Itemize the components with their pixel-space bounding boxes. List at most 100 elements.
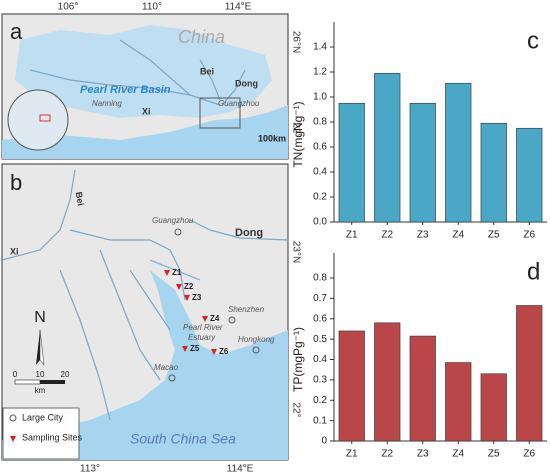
- scale-bar: [14, 379, 41, 385]
- y-tick-label: 0.1: [313, 415, 327, 426]
- bar: [338, 102, 365, 223]
- scale-tick: 10: [36, 370, 45, 379]
- y-tick-label: 1.4: [313, 42, 327, 53]
- y-tick-label: 0.8: [313, 117, 327, 128]
- city-label: Guangzhou: [218, 99, 260, 108]
- x-tick-label: Z6: [523, 449, 535, 460]
- city-marker: [252, 346, 260, 354]
- bar: [374, 72, 401, 223]
- y-tick-label: 0.6: [313, 142, 327, 153]
- bar: [445, 82, 472, 223]
- x-tick-label: Z6: [523, 230, 535, 241]
- globe-box: [39, 114, 51, 122]
- basin: [15, 25, 272, 118]
- site-label: Z3: [192, 293, 202, 302]
- lat-label: 22°: [290, 402, 301, 417]
- y-tick-label: 0.4: [313, 354, 327, 365]
- rivers: [29, 39, 246, 106]
- site-label: Z6: [219, 347, 229, 356]
- basin-label: Pearl River Basin: [80, 84, 171, 96]
- bar: [374, 322, 401, 442]
- panel-label: c: [527, 27, 539, 54]
- region: China: [178, 27, 225, 47]
- river-label: Bei: [74, 191, 86, 207]
- site-label: Z2: [184, 282, 194, 291]
- north-label: N: [34, 309, 46, 326]
- site-markers: [164, 270, 217, 355]
- x-tick-label: Z5: [488, 449, 500, 460]
- city-label: Hongkong: [238, 335, 275, 344]
- scale-unit: km: [35, 386, 46, 395]
- north-arrow: [39, 329, 45, 366]
- river-label: Xi: [10, 246, 19, 256]
- y-tick-label: 0.5: [313, 334, 327, 345]
- legend-symbol: [9, 414, 17, 422]
- scale-bar: [40, 380, 65, 384]
- river-label: Dong: [235, 78, 258, 88]
- city-label: Macao: [154, 363, 179, 372]
- zoom-box: [199, 97, 241, 129]
- map-b: b Bei Xi Dong Guangzhou Shenzhen Hongkon…: [1, 163, 301, 475]
- sea: [2, 270, 288, 460]
- city-label: Nanning: [92, 99, 122, 108]
- scale-tick: 20: [61, 370, 70, 379]
- bar: [338, 330, 365, 442]
- bar: [409, 102, 436, 223]
- y-tick-label: 0.6: [313, 313, 327, 324]
- y-tick-label: 0.7: [313, 293, 327, 304]
- y-tick-label: 0.2: [313, 192, 327, 203]
- lat-label: 23°N: [290, 241, 301, 263]
- globe: [7, 89, 69, 151]
- y-tick-label: 0.2: [313, 395, 327, 406]
- scale-label: 100km: [258, 133, 286, 143]
- legend-symbol: [10, 436, 16, 442]
- site-label: Z1: [172, 268, 182, 277]
- site-label: Z5: [190, 344, 200, 353]
- x-tick-label: Z2: [381, 449, 393, 460]
- lat-label: 26°N: [290, 31, 301, 53]
- lon-label: 106°: [58, 2, 79, 13]
- city-label: Shenzhen: [228, 305, 265, 314]
- scale-tick: 0: [13, 370, 18, 379]
- city-marker: [228, 316, 236, 324]
- city-marker: [174, 228, 182, 236]
- lon-label: 114°E: [227, 464, 254, 475]
- panel-label: d: [527, 258, 540, 285]
- y-axis-label: TP(mgPg⁻¹): [291, 327, 305, 392]
- rivers: [1, 169, 289, 421]
- bar: [480, 373, 507, 442]
- x-tick-label: Z2: [381, 230, 393, 241]
- panel-label: b: [10, 170, 22, 195]
- x-tick-label: Z4: [452, 449, 464, 460]
- y-tick-label: 0.3: [313, 375, 327, 386]
- bar: [409, 335, 436, 442]
- y-tick-label: 0.4: [313, 167, 327, 178]
- north-arrow: [36, 330, 40, 365]
- x-tick-label: Z5: [488, 230, 500, 241]
- x-tick-label: Z4: [452, 230, 464, 241]
- y-tick-label: 0: [321, 436, 327, 447]
- y-axis-label: TN(mgNg⁻¹): [291, 101, 305, 167]
- river-label: Bei: [200, 66, 214, 76]
- estuary-label: Pearl River: [183, 323, 223, 332]
- y-tick-label: 0.0: [313, 217, 327, 228]
- panel-label: a: [10, 19, 23, 44]
- y-tick-label: 1.2: [313, 67, 327, 78]
- estuary-label: Estuary: [188, 333, 216, 342]
- lon-label: 113°: [80, 464, 100, 475]
- bar: [445, 362, 472, 442]
- legend-label: Sampling Sites: [22, 432, 83, 442]
- river-label: Dong: [235, 227, 263, 239]
- bar: [516, 305, 543, 442]
- bar: [516, 127, 543, 223]
- lat-label: 22°: [290, 122, 301, 137]
- site-label: Z4: [210, 314, 220, 323]
- city-marker: [168, 374, 176, 382]
- bar: [480, 122, 507, 223]
- x-tick-label: Z3: [417, 230, 429, 241]
- lon-label: 114°E: [225, 2, 252, 13]
- sea: [2, 105, 288, 159]
- legend-label: Large City: [22, 412, 64, 422]
- x-tick-label: Z1: [346, 449, 358, 460]
